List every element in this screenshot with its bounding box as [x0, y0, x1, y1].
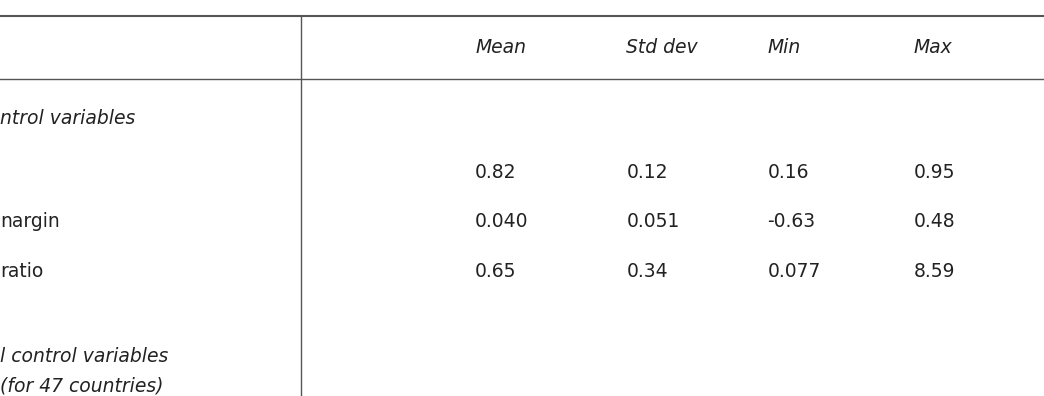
Text: ratio: ratio [0, 262, 43, 281]
Text: -0.63: -0.63 [767, 212, 815, 231]
Text: 0.95: 0.95 [914, 163, 955, 182]
Text: Min: Min [767, 38, 801, 57]
Text: 8.59: 8.59 [914, 262, 955, 281]
Text: 0.16: 0.16 [767, 163, 809, 182]
Text: 0.82: 0.82 [475, 163, 517, 182]
Text: ntrol variables: ntrol variables [0, 109, 136, 128]
Text: 0.65: 0.65 [475, 262, 517, 281]
Text: 0.051: 0.051 [626, 212, 680, 231]
Text: 0.077: 0.077 [767, 262, 821, 281]
Text: (for 47 countries): (for 47 countries) [0, 377, 164, 396]
Text: 0.48: 0.48 [914, 212, 955, 231]
Text: Std dev: Std dev [626, 38, 698, 57]
Text: nargin: nargin [0, 212, 60, 231]
Text: 0.12: 0.12 [626, 163, 668, 182]
Text: 0.040: 0.040 [475, 212, 528, 231]
Text: Max: Max [914, 38, 952, 57]
Text: Mean: Mean [475, 38, 526, 57]
Text: l control variables: l control variables [0, 347, 168, 366]
Text: 0.34: 0.34 [626, 262, 668, 281]
